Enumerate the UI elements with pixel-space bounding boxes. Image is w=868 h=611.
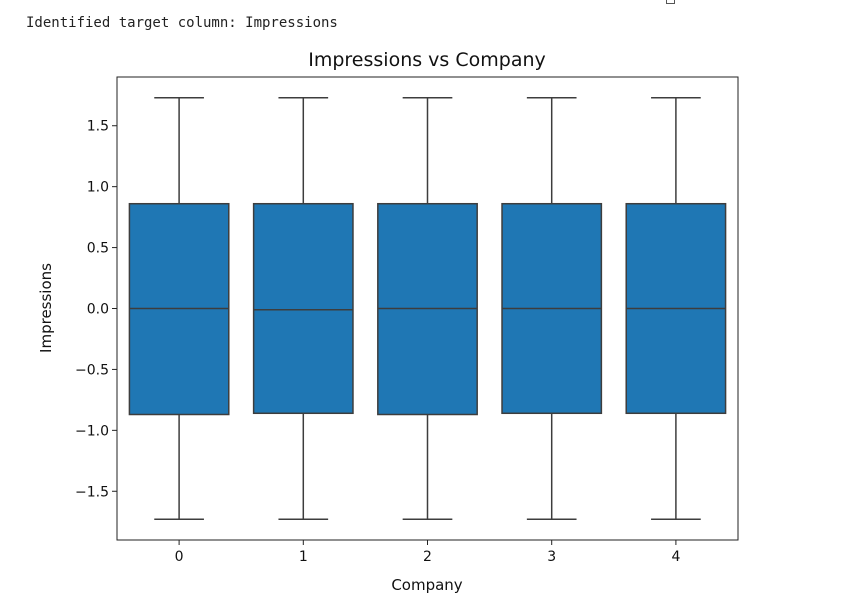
y-tick-label: 0.0 bbox=[87, 302, 109, 318]
y-tick-label: −1.5 bbox=[75, 484, 109, 500]
box-group-3 bbox=[501, 96, 603, 521]
copy-output-icon[interactable] bbox=[666, 0, 675, 4]
x-axis-label: Company bbox=[391, 576, 462, 594]
x-tick-label: 1 bbox=[299, 549, 308, 565]
y-axis-label: Impressions bbox=[37, 263, 55, 353]
chart-title: Impressions vs Company bbox=[308, 49, 546, 71]
y-tick-label: 1.5 bbox=[87, 119, 109, 135]
box-group-0 bbox=[128, 96, 230, 521]
box-group-4 bbox=[625, 96, 727, 521]
iqr-box-1 bbox=[252, 202, 354, 415]
x-tick-label: 3 bbox=[547, 549, 556, 565]
y-tick-label: 0.5 bbox=[87, 241, 109, 257]
x-tick-label: 0 bbox=[175, 549, 184, 565]
box-group-2 bbox=[377, 96, 478, 521]
y-tick-label: −0.5 bbox=[75, 362, 109, 378]
x-tick-label: 4 bbox=[671, 549, 680, 565]
output-log-line: Identified target column: Impressions bbox=[26, 15, 338, 31]
box-group-1 bbox=[252, 96, 354, 521]
x-tick-label: 2 bbox=[423, 549, 432, 565]
y-tick-label: 1.0 bbox=[87, 180, 109, 196]
y-tick-label: −1.0 bbox=[75, 423, 109, 439]
